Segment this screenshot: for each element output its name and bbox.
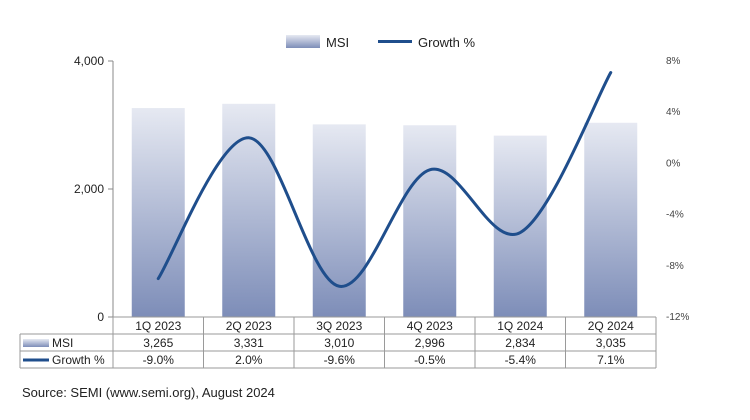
legend-label-growth: Growth % — [418, 35, 476, 50]
msi-value-label: 2,834 — [505, 336, 535, 350]
axes: 0 2,000 4,000 -12% -8% -4% 0% 4% 8% — [74, 54, 689, 324]
bar-msi — [222, 103, 276, 317]
legend-swatch-msi — [286, 35, 320, 48]
growth-value-label: -5.4% — [505, 353, 537, 367]
bar-msi — [403, 125, 457, 317]
data-table: 1Q 2023 2Q 2023 3Q 2023 4Q 2023 1Q 2024 2Q 20… — [19, 316, 657, 369]
growth-value-label: -9.0% — [143, 353, 175, 367]
right-tick-label: -12% — [666, 312, 689, 323]
growth-line — [156, 71, 613, 288]
chart-svg: MSI Growth % 02,0004,000-12%-8%-4%0%4%8% … — [19, 35, 689, 369]
msi-value-label: 3,265 — [143, 336, 173, 350]
category-label: 2Q 2023 — [226, 319, 272, 333]
bar-series — [131, 103, 638, 317]
msi-value-label: 3,010 — [324, 336, 354, 350]
msi-value-label: 2,996 — [415, 336, 445, 350]
msi-value-label: 3,331 — [234, 336, 264, 350]
growth-value-label: 7.1% — [597, 353, 625, 367]
bar-msi — [131, 108, 185, 317]
category-label: 2Q 2024 — [588, 319, 634, 333]
category-label: 1Q 2023 — [135, 319, 181, 333]
legend-label-msi: MSI — [326, 35, 349, 50]
category-label: 3Q 2023 — [316, 319, 362, 333]
line-series — [156, 71, 613, 288]
bar-msi — [312, 124, 366, 317]
bar-msi — [584, 122, 638, 317]
growth-value-label: -0.5% — [414, 353, 446, 367]
category-label: 1Q 2024 — [497, 319, 543, 333]
legend: MSI Growth % — [286, 35, 476, 50]
table-key-msi — [23, 339, 49, 347]
msi-value-label: 3,035 — [596, 336, 626, 350]
table-row-label-msi: MSI — [52, 336, 73, 350]
left-tick-label: 2,000 — [74, 182, 104, 196]
right-tick-label: 4% — [666, 107, 681, 118]
growth-value-label: 2.0% — [235, 353, 263, 367]
category-label: 4Q 2023 — [407, 319, 453, 333]
table-row-label-growth: Growth % — [52, 353, 105, 367]
right-tick-label: -4% — [666, 210, 684, 221]
right-tick-label: -8% — [666, 261, 684, 272]
left-tick-label: 4,000 — [74, 54, 104, 68]
source-note: Source: SEMI (www.semi.org), August 2024 — [22, 385, 275, 400]
right-tick-label: 0% — [666, 158, 681, 169]
bar-msi — [493, 135, 547, 317]
right-tick-label: 8% — [666, 56, 681, 67]
growth-value-label: -9.6% — [324, 353, 356, 367]
left-tick-label: 0 — [97, 310, 104, 324]
